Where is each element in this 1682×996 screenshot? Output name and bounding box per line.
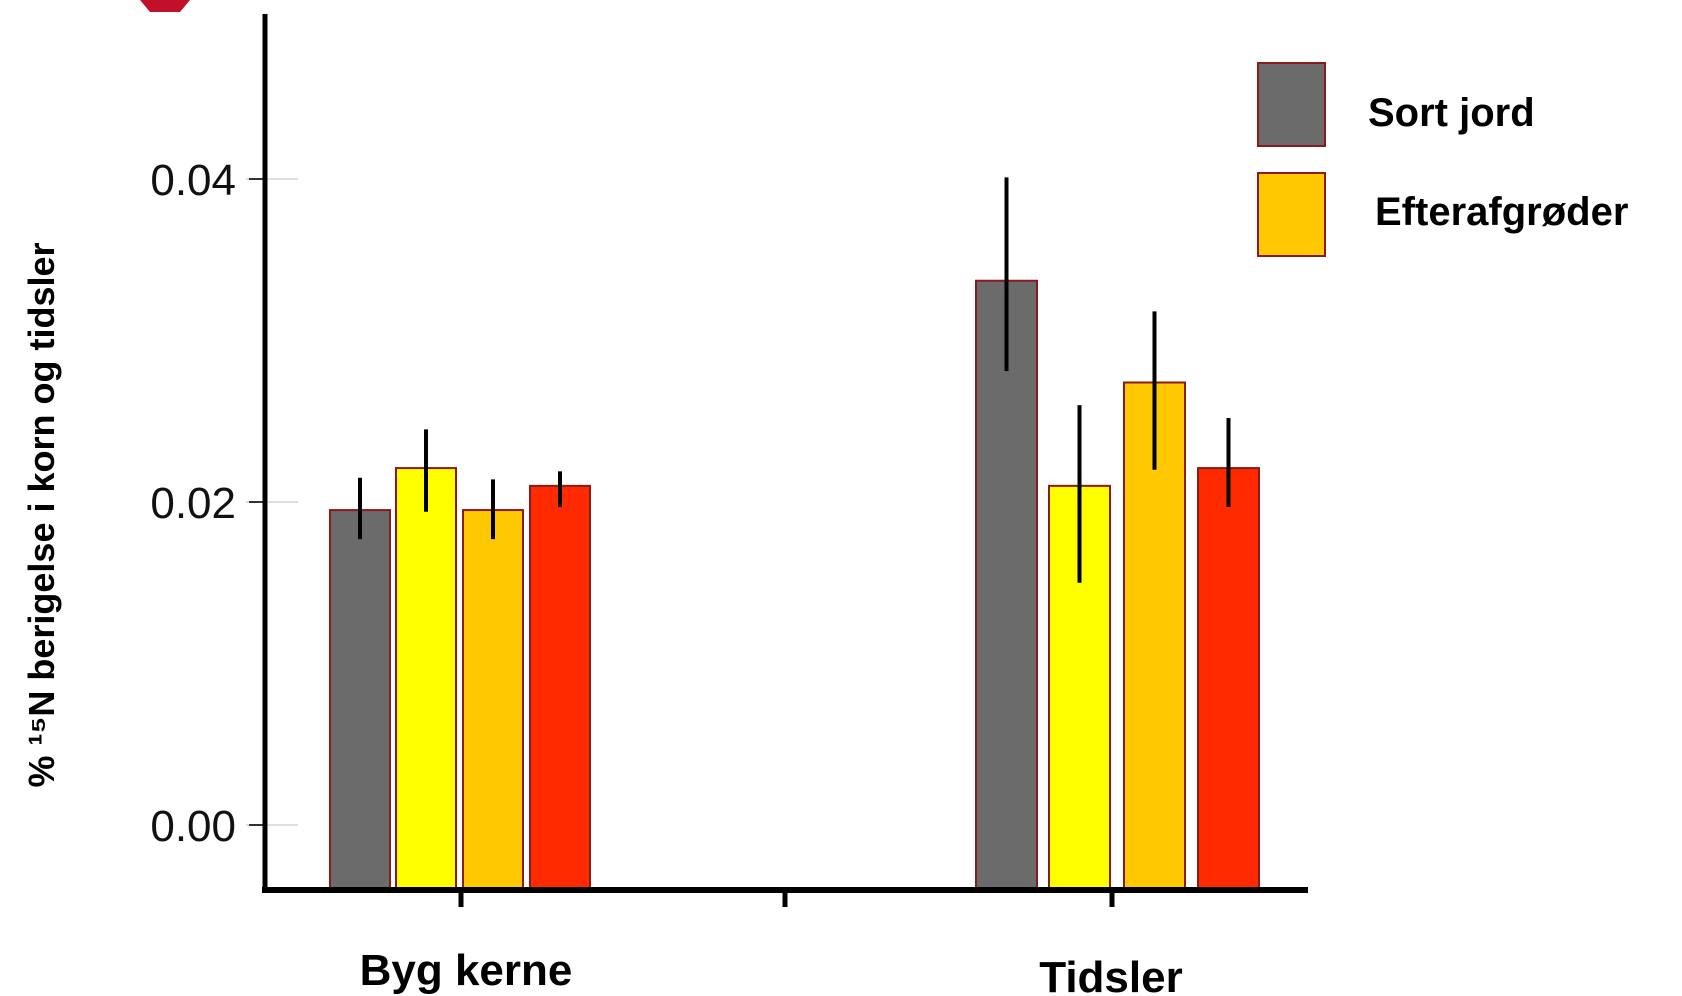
legend-label-sort-jord: Sort jord	[1368, 91, 1535, 135]
y-axis-label: % ¹⁵N berigelse i korn og tidsler	[21, 242, 62, 787]
bar	[1197, 467, 1260, 891]
y-ticks: 0.00 0.02 0.04	[150, 156, 298, 851]
title-fragment	[140, 0, 190, 12]
bar	[462, 509, 524, 891]
category-label: Byg kerne	[360, 946, 573, 995]
category-labels: Byg kerne Tidsler	[360, 946, 1183, 996]
bar	[395, 467, 457, 891]
bar	[975, 279, 1038, 891]
category-label: Tidsler	[1039, 953, 1182, 996]
axes	[262, 14, 1308, 907]
bar	[329, 509, 391, 891]
legend-swatch-sort-jord	[1257, 62, 1326, 147]
bar	[529, 484, 591, 891]
legend-label-efterafgroder: Efterafgrøder	[1375, 190, 1628, 234]
legend-swatch-efterafgroder	[1257, 172, 1326, 257]
error-bars	[358, 177, 1231, 583]
y-tick-label: 0.04	[150, 156, 236, 205]
y-tick-label: 0.00	[150, 802, 236, 851]
bars	[329, 279, 1260, 891]
legend: Sort jord Efterafgrøder	[1257, 62, 1628, 257]
y-tick-label: 0.02	[150, 479, 236, 528]
